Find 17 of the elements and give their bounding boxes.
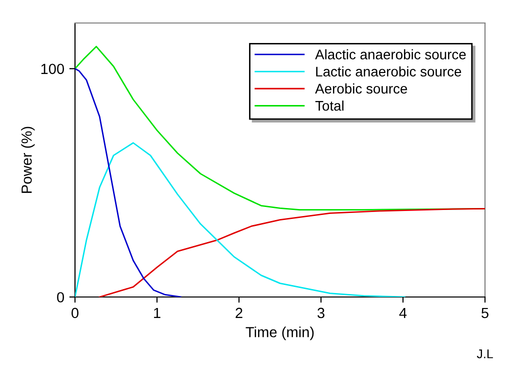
- x-tick-label: 4: [399, 308, 407, 318]
- legend-label: Lactic anaerobic source: [316, 66, 462, 77]
- legend-label: Alactic anaerobic source: [315, 49, 466, 60]
- y-tick-label: 100: [41, 64, 64, 74]
- line-series: [75, 142, 406, 297]
- x-tick-label: 3: [318, 308, 324, 318]
- x-axis-title: Time (min): [246, 326, 314, 340]
- line-series: [98, 208, 485, 297]
- legend-label: Aerobic source: [315, 83, 408, 94]
- x-tick-label: 5: [482, 308, 488, 318]
- text: J.L: [476, 350, 493, 358]
- legend-label: Total: [315, 100, 344, 111]
- line-series: [75, 68, 182, 297]
- y-axis-title: Power (%): [21, 126, 35, 193]
- x-tick-label: 0: [72, 308, 78, 318]
- x-tick-label: 1: [154, 308, 160, 318]
- x-tick-label: 2: [236, 308, 242, 318]
